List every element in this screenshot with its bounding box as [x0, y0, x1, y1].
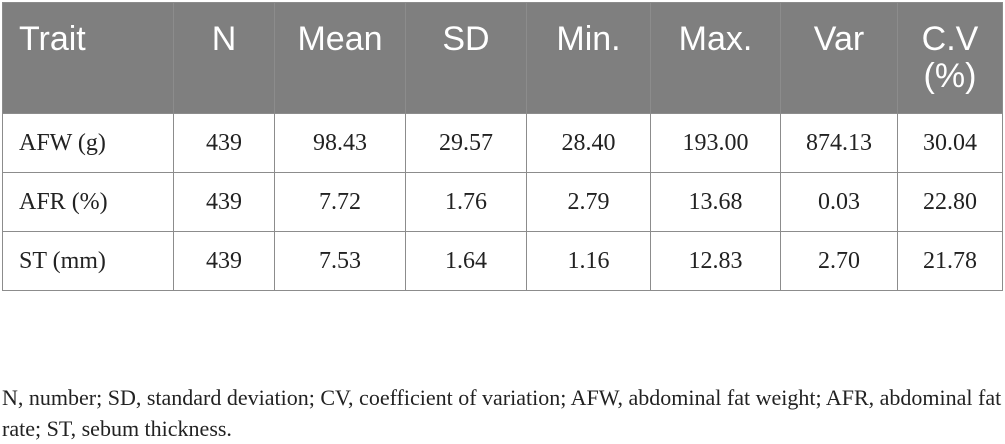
cell-n: 439: [173, 113, 275, 173]
header-min: Min.: [526, 2, 651, 114]
cell-trait: AFW (g): [2, 113, 174, 173]
cell-cv: 21.78: [897, 231, 1003, 291]
table-body: AFW (g) 439 98.43 29.57 28.40 193.00 874…: [2, 113, 1003, 291]
cell-max: 193.00: [650, 113, 781, 173]
header-row: Trait N Mean SD Min. Max. Var C.V (%): [2, 2, 1003, 114]
statistics-table: Trait N Mean SD Min. Max. Var C.V (%) AF…: [2, 2, 1003, 291]
cell-max: 13.68: [650, 172, 781, 232]
cell-mean: 7.53: [274, 231, 406, 291]
cell-var: 874.13: [780, 113, 898, 173]
cell-trait: AFR (%): [2, 172, 174, 232]
header-sd: SD: [405, 2, 527, 114]
table-header: Trait N Mean SD Min. Max. Var C.V (%): [2, 2, 1003, 114]
cell-n: 439: [173, 231, 275, 291]
cell-max: 12.83: [650, 231, 781, 291]
table-row: ST (mm) 439 7.53 1.64 1.16 12.83 2.70 21…: [2, 231, 1003, 291]
cell-min: 1.16: [526, 231, 651, 291]
header-trait: Trait: [2, 2, 174, 114]
header-max: Max.: [650, 2, 781, 114]
cell-mean: 7.72: [274, 172, 406, 232]
cell-cv: 22.80: [897, 172, 1003, 232]
cell-min: 28.40: [526, 113, 651, 173]
header-cv: C.V (%): [897, 2, 1003, 114]
cell-sd: 29.57: [405, 113, 527, 173]
cell-var: 2.70: [780, 231, 898, 291]
table-footnote: N, number; SD, standard deviation; CV, c…: [2, 385, 1002, 441]
header-var: Var: [780, 2, 898, 114]
cell-mean: 98.43: [274, 113, 406, 173]
cell-sd: 1.76: [405, 172, 527, 232]
cell-min: 2.79: [526, 172, 651, 232]
header-n: N: [173, 2, 275, 114]
cell-trait: ST (mm): [2, 231, 174, 291]
cell-cv: 30.04: [897, 113, 1003, 173]
header-mean: Mean: [274, 2, 406, 114]
table-row: AFW (g) 439 98.43 29.57 28.40 193.00 874…: [2, 113, 1003, 173]
cell-n: 439: [173, 172, 275, 232]
table-row: AFR (%) 439 7.72 1.76 2.79 13.68 0.03 22…: [2, 172, 1003, 232]
cell-sd: 1.64: [405, 231, 527, 291]
cell-var: 0.03: [780, 172, 898, 232]
